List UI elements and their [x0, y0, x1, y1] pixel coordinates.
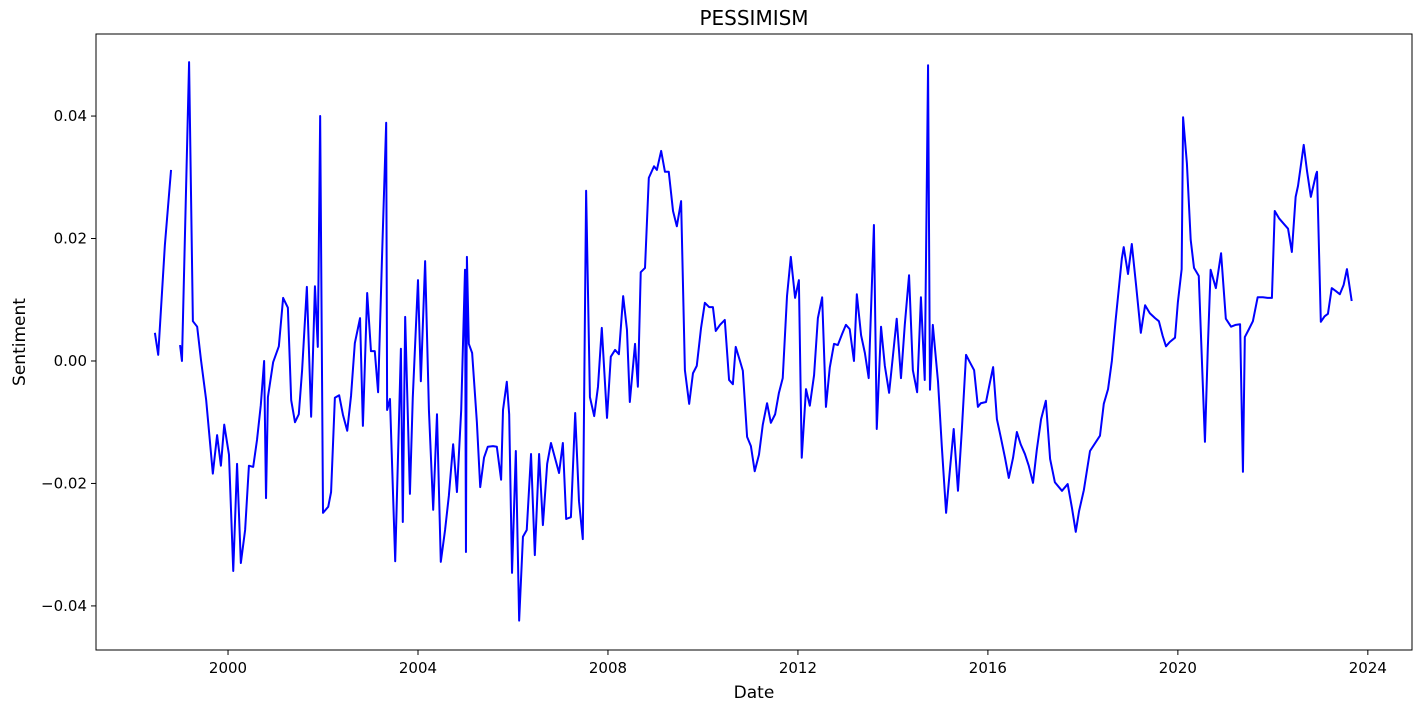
x-tick-label: 2016 — [969, 659, 1007, 677]
plot-frame — [95, 33, 1413, 651]
x-tick-label: 2020 — [1159, 659, 1197, 677]
line — [153, 61, 1353, 622]
y-tick-label: 0.02 — [54, 230, 87, 248]
y-tick-label: 0.04 — [54, 107, 87, 125]
x-tick-label: 2000 — [209, 659, 247, 677]
chart-title: PESSIMISM — [699, 6, 808, 30]
x-tick-label: 2008 — [589, 659, 627, 677]
x-axis-label: Date — [734, 683, 775, 703]
x-tick-label: 2004 — [399, 659, 437, 677]
x-tick-label: 2024 — [1349, 659, 1387, 677]
y-axis-label: Sentiment — [10, 298, 30, 386]
y-tick-label: 0.00 — [54, 352, 87, 370]
x-tick-label: 2012 — [779, 659, 817, 677]
y-tick-label: −0.04 — [41, 597, 87, 615]
y-tick-label: −0.02 — [41, 474, 87, 492]
